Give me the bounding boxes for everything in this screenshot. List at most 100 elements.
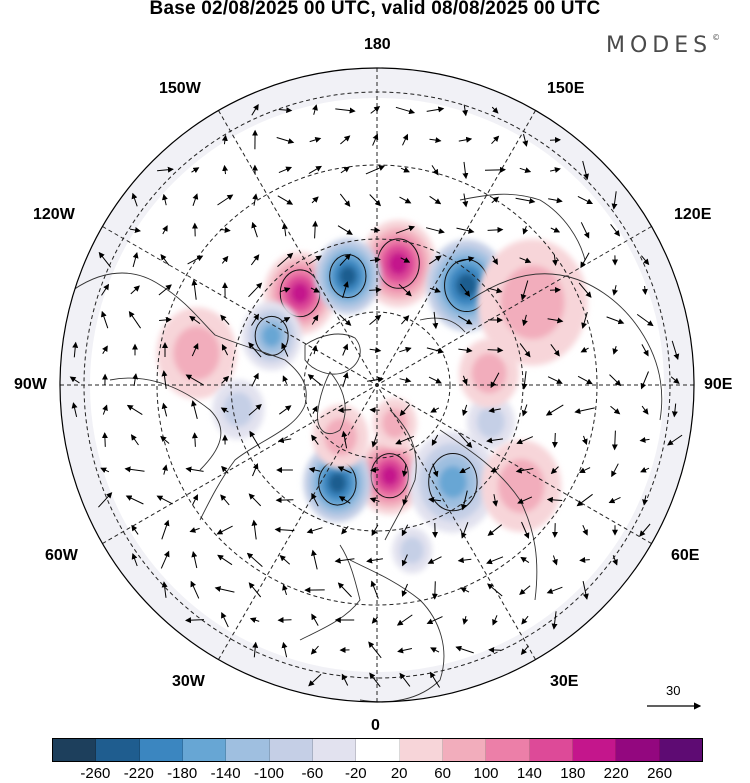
- wind-vector-arrow: [130, 285, 140, 295]
- wind-vector-arrow: [157, 166, 174, 173]
- wind-vector-arrow: [459, 466, 471, 474]
- wind-vector-arrow: [310, 645, 319, 655]
- colorbar-cell: [226, 739, 270, 761]
- wind-vector-arrow: [217, 194, 234, 206]
- wind-vector-arrow: [160, 435, 170, 444]
- wind-vector-arrow: [131, 553, 138, 567]
- wind-vector-arrow: [455, 645, 474, 654]
- wind-vector-arrow: [671, 340, 680, 361]
- wind-vector-arrow: [429, 287, 441, 293]
- wind-vector-arrow: [337, 407, 352, 414]
- wind-vector-arrow: [220, 314, 230, 325]
- wind-vector-arrow: [461, 522, 469, 539]
- wind-vector-arrow: [611, 463, 619, 478]
- wind-vector-arrow: [458, 315, 473, 325]
- modes-logo-text: MODES: [606, 33, 713, 58]
- wind-vector-arrow: [545, 404, 564, 416]
- wind-vector-arrow: [432, 463, 439, 478]
- wind-vector-arrow: [190, 580, 200, 599]
- wind-vector-arrow: [280, 317, 291, 323]
- negative-anomaly: [212, 379, 265, 440]
- colorbar-cell: [312, 739, 357, 761]
- wind-vector-arrow: [516, 436, 533, 445]
- colorbar-tick-label: 60: [434, 765, 451, 782]
- wind-vector-arrow: [369, 672, 381, 688]
- wind-vector-arrow: [130, 434, 139, 446]
- wind-vector-arrow: [428, 496, 441, 503]
- wind-vector-arrow: [550, 227, 561, 233]
- lon-label-180: 180: [364, 36, 391, 53]
- wind-vector-arrow: [574, 407, 595, 414]
- wind-vector-arrow: [185, 617, 205, 624]
- colorbar-cell: [182, 739, 227, 761]
- colorbar-tick-label: 20: [390, 765, 408, 782]
- lon-label-120w: 120W: [33, 206, 75, 223]
- wind-vector-arrow: [399, 196, 412, 204]
- wind-vector-arrow: [399, 346, 412, 353]
- wind-vector-arrow: [400, 167, 410, 173]
- wind-vector-arrow: [370, 226, 381, 233]
- wind-vector-arrow: [369, 194, 381, 207]
- wind-vector-arrow: [611, 430, 618, 451]
- wind-vector-arrow: [131, 192, 138, 207]
- wind-vector-arrow: [462, 104, 469, 117]
- wind-vector-arrow: [458, 432, 473, 449]
- wind-vector-arrow: [366, 557, 383, 564]
- wind-vector-arrow: [369, 314, 382, 325]
- colorbar-cell: [529, 739, 573, 761]
- wind-vector-arrow: [101, 432, 108, 447]
- wind-vector-arrow: [582, 160, 589, 180]
- wind-vector-arrow: [192, 193, 199, 206]
- wind-vector-arrow: [126, 404, 143, 416]
- map-border: [59, 67, 695, 703]
- wind-vector-arrow: [161, 581, 168, 598]
- wind-vector-arrow: [221, 375, 230, 384]
- wind-vector-arrow: [400, 257, 411, 263]
- wind-vector-arrow: [160, 550, 170, 569]
- wind-vector-arrow: [460, 587, 470, 593]
- wind-vector-arrow: [399, 672, 411, 687]
- wind-vector-arrow: [308, 673, 322, 687]
- wind-vector-arrow: [128, 310, 142, 329]
- wind-vector-arrow: [641, 405, 649, 415]
- wind-vector-arrow: [370, 257, 381, 263]
- wind-vector-arrow: [372, 133, 379, 146]
- lon-label-0: 0: [371, 717, 380, 734]
- wind-vector-arrow: [312, 104, 318, 115]
- anomaly-contour-fill: [173, 326, 220, 381]
- wind-vector-arrow: [462, 615, 469, 625]
- wind-vector-arrow: [191, 279, 198, 300]
- wind-vector-arrow: [639, 523, 651, 537]
- wind-vector-arrow: [458, 347, 473, 354]
- wind-vector-arrow: [639, 436, 650, 443]
- anomaly-contour-fill: [471, 353, 507, 394]
- lon-label-150w: 150W: [159, 80, 201, 97]
- colorbar-tick-label: 220: [603, 765, 629, 782]
- wind-vector-arrow: [457, 557, 472, 564]
- wind-vector-arrow: [551, 432, 558, 448]
- wind-vector-arrow: [612, 346, 619, 355]
- wind-vector-arrow: [484, 166, 506, 173]
- wind-vector-arrow: [341, 430, 348, 449]
- wind-vector-arrow: [277, 252, 294, 267]
- wind-vector-arrow: [100, 310, 109, 329]
- positive-anomaly: [355, 436, 424, 515]
- anomaly-layer: [156, 219, 588, 574]
- wind-vector-arrow: [522, 133, 529, 147]
- wind-vector-arrow: [308, 466, 321, 473]
- wind-vector-arrow: [522, 314, 528, 327]
- wind-vector-arrow: [488, 287, 503, 294]
- wind-vector-arrow: [486, 437, 503, 444]
- wind-vector-arrow: [251, 519, 258, 540]
- wind-vector-arrow: [340, 166, 350, 174]
- wind-vector-arrow: [520, 556, 530, 564]
- wind-vector-arrow: [369, 286, 382, 293]
- positive-anomaly: [264, 251, 337, 335]
- anomaly-contour-fill: [388, 252, 409, 275]
- wind-vector-arrow: [280, 287, 291, 293]
- wind-vector-arrow: [429, 671, 441, 688]
- wind-vector-arrow: [608, 496, 621, 504]
- wind-vector-arrow: [221, 465, 229, 474]
- wind-vector-arrow: [371, 524, 379, 536]
- wind-vector-arrow: [98, 251, 112, 268]
